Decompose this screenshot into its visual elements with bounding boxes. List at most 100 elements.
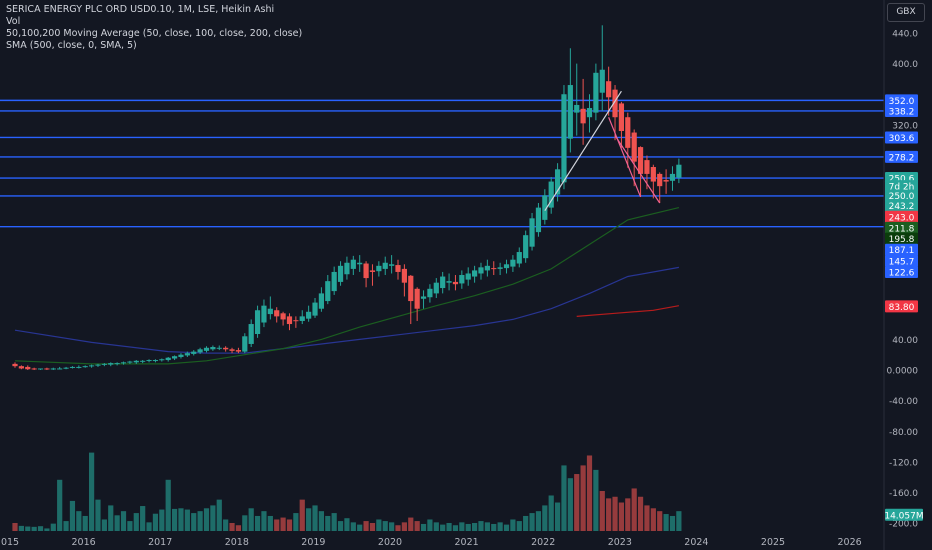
volume-bar bbox=[280, 517, 286, 531]
volume-bar bbox=[248, 508, 254, 531]
x-tick-label: 2026 bbox=[838, 537, 862, 548]
candle-body bbox=[306, 311, 312, 319]
volume-bar bbox=[223, 519, 229, 531]
candle-body bbox=[261, 305, 267, 323]
volume-bar bbox=[210, 505, 216, 531]
volume-bar bbox=[184, 509, 190, 531]
candle-body bbox=[114, 363, 120, 365]
candle-body bbox=[465, 273, 471, 280]
candle-body bbox=[89, 365, 95, 367]
candle-body bbox=[586, 108, 593, 118]
volume-bar bbox=[478, 521, 484, 531]
price-label-bg bbox=[885, 210, 918, 223]
candle-body bbox=[140, 360, 146, 362]
price-label: 303.6 bbox=[889, 134, 915, 144]
volume-bar bbox=[491, 523, 497, 531]
volume-bar bbox=[114, 515, 120, 531]
candle-body bbox=[529, 218, 535, 247]
volume-bar bbox=[554, 502, 561, 531]
y-tick-label: -160.0 bbox=[889, 489, 918, 499]
candle-body bbox=[50, 368, 56, 370]
candle-body bbox=[663, 180, 669, 182]
x-tick-label: 2021 bbox=[455, 537, 479, 548]
volume-bar bbox=[420, 523, 427, 531]
x-tick-label: 2023 bbox=[608, 537, 632, 548]
volume-bar bbox=[133, 513, 139, 531]
volume-bar bbox=[286, 519, 293, 531]
volume-bar bbox=[401, 522, 407, 531]
volume-bar bbox=[567, 478, 573, 531]
volume-bar bbox=[235, 525, 242, 531]
candle-body bbox=[408, 275, 414, 302]
y-tick-label: -200.0 bbox=[889, 520, 918, 530]
candle-body bbox=[216, 347, 222, 349]
volume-bar bbox=[229, 523, 235, 531]
candle-body bbox=[133, 360, 139, 363]
candle-body bbox=[120, 362, 127, 364]
volume-bar bbox=[274, 519, 280, 531]
candle-body bbox=[337, 265, 344, 282]
candle-body bbox=[280, 313, 286, 320]
volume-bar bbox=[50, 523, 56, 531]
volume-bar bbox=[216, 499, 222, 531]
volume-bar bbox=[127, 521, 133, 531]
currency-button[interactable]: GBX bbox=[887, 3, 925, 22]
volume-bar bbox=[548, 495, 554, 531]
price-label-bg bbox=[885, 189, 918, 202]
volume-bar bbox=[69, 500, 76, 531]
price-label: 338.2 bbox=[889, 107, 915, 117]
candle-body bbox=[223, 347, 229, 350]
candle-body bbox=[644, 160, 650, 174]
ma50-line bbox=[14, 207, 680, 365]
trend-line bbox=[608, 116, 642, 198]
price-label: 352.0 bbox=[889, 97, 915, 107]
candles bbox=[12, 25, 682, 370]
candle-body bbox=[76, 366, 82, 368]
x-tick-label: 2020 bbox=[378, 537, 402, 548]
candle-body bbox=[44, 368, 50, 370]
y-tick-label: -40.00 bbox=[889, 397, 918, 407]
volume-bar bbox=[574, 474, 580, 531]
candle-body bbox=[599, 69, 605, 93]
candle-body bbox=[63, 367, 69, 369]
price-label-bg bbox=[885, 180, 918, 193]
volume-bar bbox=[63, 521, 69, 531]
legend-sma: SMA (500, close, 0, SMA, 5) bbox=[6, 40, 137, 51]
candle-body bbox=[478, 267, 484, 274]
candle-body bbox=[363, 263, 369, 279]
volume-bar bbox=[618, 502, 625, 531]
volume-bar bbox=[318, 511, 324, 531]
volume-bar bbox=[484, 522, 490, 531]
candle-body bbox=[395, 265, 401, 272]
y-tick-label: -120.0 bbox=[889, 458, 918, 468]
candle-body bbox=[650, 167, 656, 182]
candle-body bbox=[37, 368, 44, 370]
candle-body bbox=[369, 270, 376, 272]
y-tick-label: 320.0 bbox=[892, 121, 918, 131]
volume-bar bbox=[459, 522, 465, 531]
price-label: 83.80 bbox=[889, 303, 915, 313]
volume-bar bbox=[261, 511, 267, 531]
candle-body bbox=[210, 347, 216, 350]
candle-body bbox=[12, 363, 18, 367]
volume-bar bbox=[427, 519, 433, 531]
x-tick-label: 2015 bbox=[0, 537, 19, 548]
price-label-bg bbox=[885, 300, 918, 313]
price-label: 278.2 bbox=[889, 153, 915, 163]
volume-bar bbox=[433, 522, 439, 531]
price-label: 250.0 bbox=[889, 192, 915, 202]
candle-body bbox=[127, 361, 133, 363]
volume-bar bbox=[18, 525, 24, 531]
candle-body bbox=[267, 308, 273, 315]
candle-body bbox=[171, 356, 178, 359]
volume-bar bbox=[657, 511, 663, 531]
volume-bar bbox=[120, 511, 127, 531]
candle-body bbox=[203, 347, 210, 351]
candle-body bbox=[95, 364, 101, 366]
legend-volume: Vol bbox=[6, 16, 21, 27]
volume-bar bbox=[197, 511, 203, 531]
volume-bar bbox=[599, 491, 605, 531]
candle-body bbox=[274, 310, 280, 317]
volume-bar bbox=[580, 465, 586, 531]
